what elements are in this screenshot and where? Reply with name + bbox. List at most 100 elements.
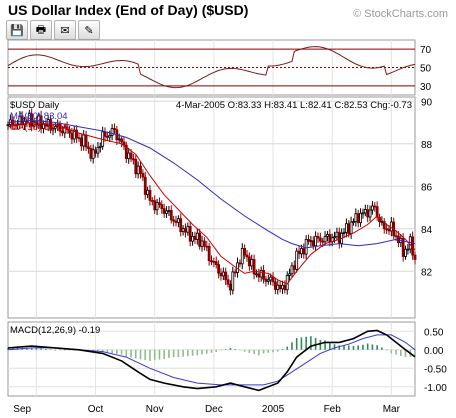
histogram-bar: [210, 349, 213, 353]
candle-body: [259, 269, 263, 278]
candle-body: [219, 272, 223, 277]
candle-body: [30, 113, 34, 127]
histogram-bar: [191, 349, 194, 356]
print-button[interactable]: 🖶: [30, 20, 52, 40]
candle-body: [172, 219, 176, 222]
candle-body: [32, 121, 36, 127]
histogram-bar: [253, 349, 255, 355]
candle-body: [169, 210, 173, 221]
annotate-button[interactable]: ✎: [78, 20, 100, 40]
candle-body: [385, 228, 389, 231]
price-tick-label: 88: [421, 140, 433, 151]
candle-body: [262, 269, 265, 280]
histogram-bar: [258, 349, 260, 356]
candle-body: [44, 123, 48, 127]
candle-body: [77, 137, 81, 140]
histogram-bar: [376, 345, 378, 350]
candle-body: [155, 202, 159, 211]
histogram-bar: [153, 349, 156, 361]
histogram-bar: [324, 340, 326, 350]
candle-body: [58, 124, 62, 132]
histogram-bar: [291, 342, 293, 350]
candle-body: [200, 240, 204, 247]
candle-body: [96, 146, 100, 154]
histogram-bar: [187, 349, 189, 357]
histogram-bar: [30, 347, 33, 350]
candle-body: [401, 237, 405, 257]
histogram-bar: [177, 349, 180, 357]
macd-histogram: [7, 336, 416, 361]
candle-body: [344, 223, 348, 233]
histogram-bar: [87, 349, 90, 351]
candle-body: [389, 221, 393, 232]
email-icon: ✉: [60, 24, 70, 37]
histogram-bar: [390, 349, 393, 354]
ma50-line: [7, 119, 416, 249]
candle-body: [408, 236, 412, 250]
histogram-bar: [352, 346, 355, 350]
macd-tick-label: -0.50: [424, 364, 447, 375]
candle-body: [129, 152, 133, 160]
candle-body: [330, 237, 334, 243]
candle-body: [146, 189, 150, 195]
candle-body: [356, 213, 360, 224]
stockcharts-watermark: © StockCharts.com: [353, 8, 448, 20]
candle-body: [302, 248, 306, 255]
histogram-bar: [395, 349, 397, 355]
symbol-label: $USD Daily: [10, 100, 59, 111]
candle-body: [91, 149, 95, 159]
candle-body: [167, 210, 171, 212]
candle-body: [150, 200, 154, 202]
histogram-bar: [45, 349, 47, 350]
candle-body: [371, 205, 374, 211]
histogram-bar: [243, 349, 246, 352]
candle-body: [56, 124, 60, 127]
histogram-bar: [385, 349, 388, 351]
candle-body: [285, 275, 289, 291]
histogram-bar: [215, 349, 218, 352]
histogram-bar: [97, 349, 99, 352]
histogram-bar: [286, 346, 289, 350]
candle-body: [271, 276, 275, 283]
candle-body: [387, 228, 391, 232]
candle-body: [117, 138, 121, 141]
histogram-bar: [220, 349, 222, 351]
histogram-bar: [400, 349, 402, 356]
candle-body: [328, 234, 332, 243]
histogram-bar: [262, 349, 265, 354]
candle-body: [363, 209, 367, 214]
save-button[interactable]: 💾: [6, 20, 28, 40]
histogram-bar: [130, 349, 132, 358]
candle-body: [18, 115, 22, 125]
candle-body: [323, 235, 327, 243]
candle-body: [34, 121, 38, 126]
histogram-bar: [357, 345, 360, 350]
candle-body: [198, 232, 202, 247]
candle-body: [210, 260, 213, 263]
candle-body: [79, 137, 83, 147]
macd-line: [7, 329, 416, 392]
macd-tick-label: 0.00: [424, 346, 444, 357]
candle-body: [361, 212, 365, 215]
save-icon: 💾: [10, 24, 24, 37]
candle-body: [89, 148, 93, 159]
candle-body: [378, 216, 381, 223]
candle-body: [266, 279, 270, 282]
candle-body: [411, 236, 415, 256]
histogram-bar: [224, 349, 227, 350]
candle-body: [195, 232, 199, 240]
histogram-bar: [205, 349, 208, 354]
email-button[interactable]: ✉: [54, 20, 76, 40]
candle-body: [127, 152, 131, 160]
candle-body: [13, 124, 17, 127]
candle-body: [153, 200, 157, 211]
histogram-bar: [295, 338, 298, 350]
candle-body: [84, 134, 88, 148]
candle-body: [165, 210, 168, 214]
candle-body: [205, 245, 209, 248]
candle-body: [231, 271, 235, 291]
candle-body: [158, 202, 161, 205]
macd-label: MACD(12,26,9) -0.19: [10, 325, 100, 336]
histogram-bar: [338, 345, 341, 350]
histogram-bar: [329, 342, 331, 350]
